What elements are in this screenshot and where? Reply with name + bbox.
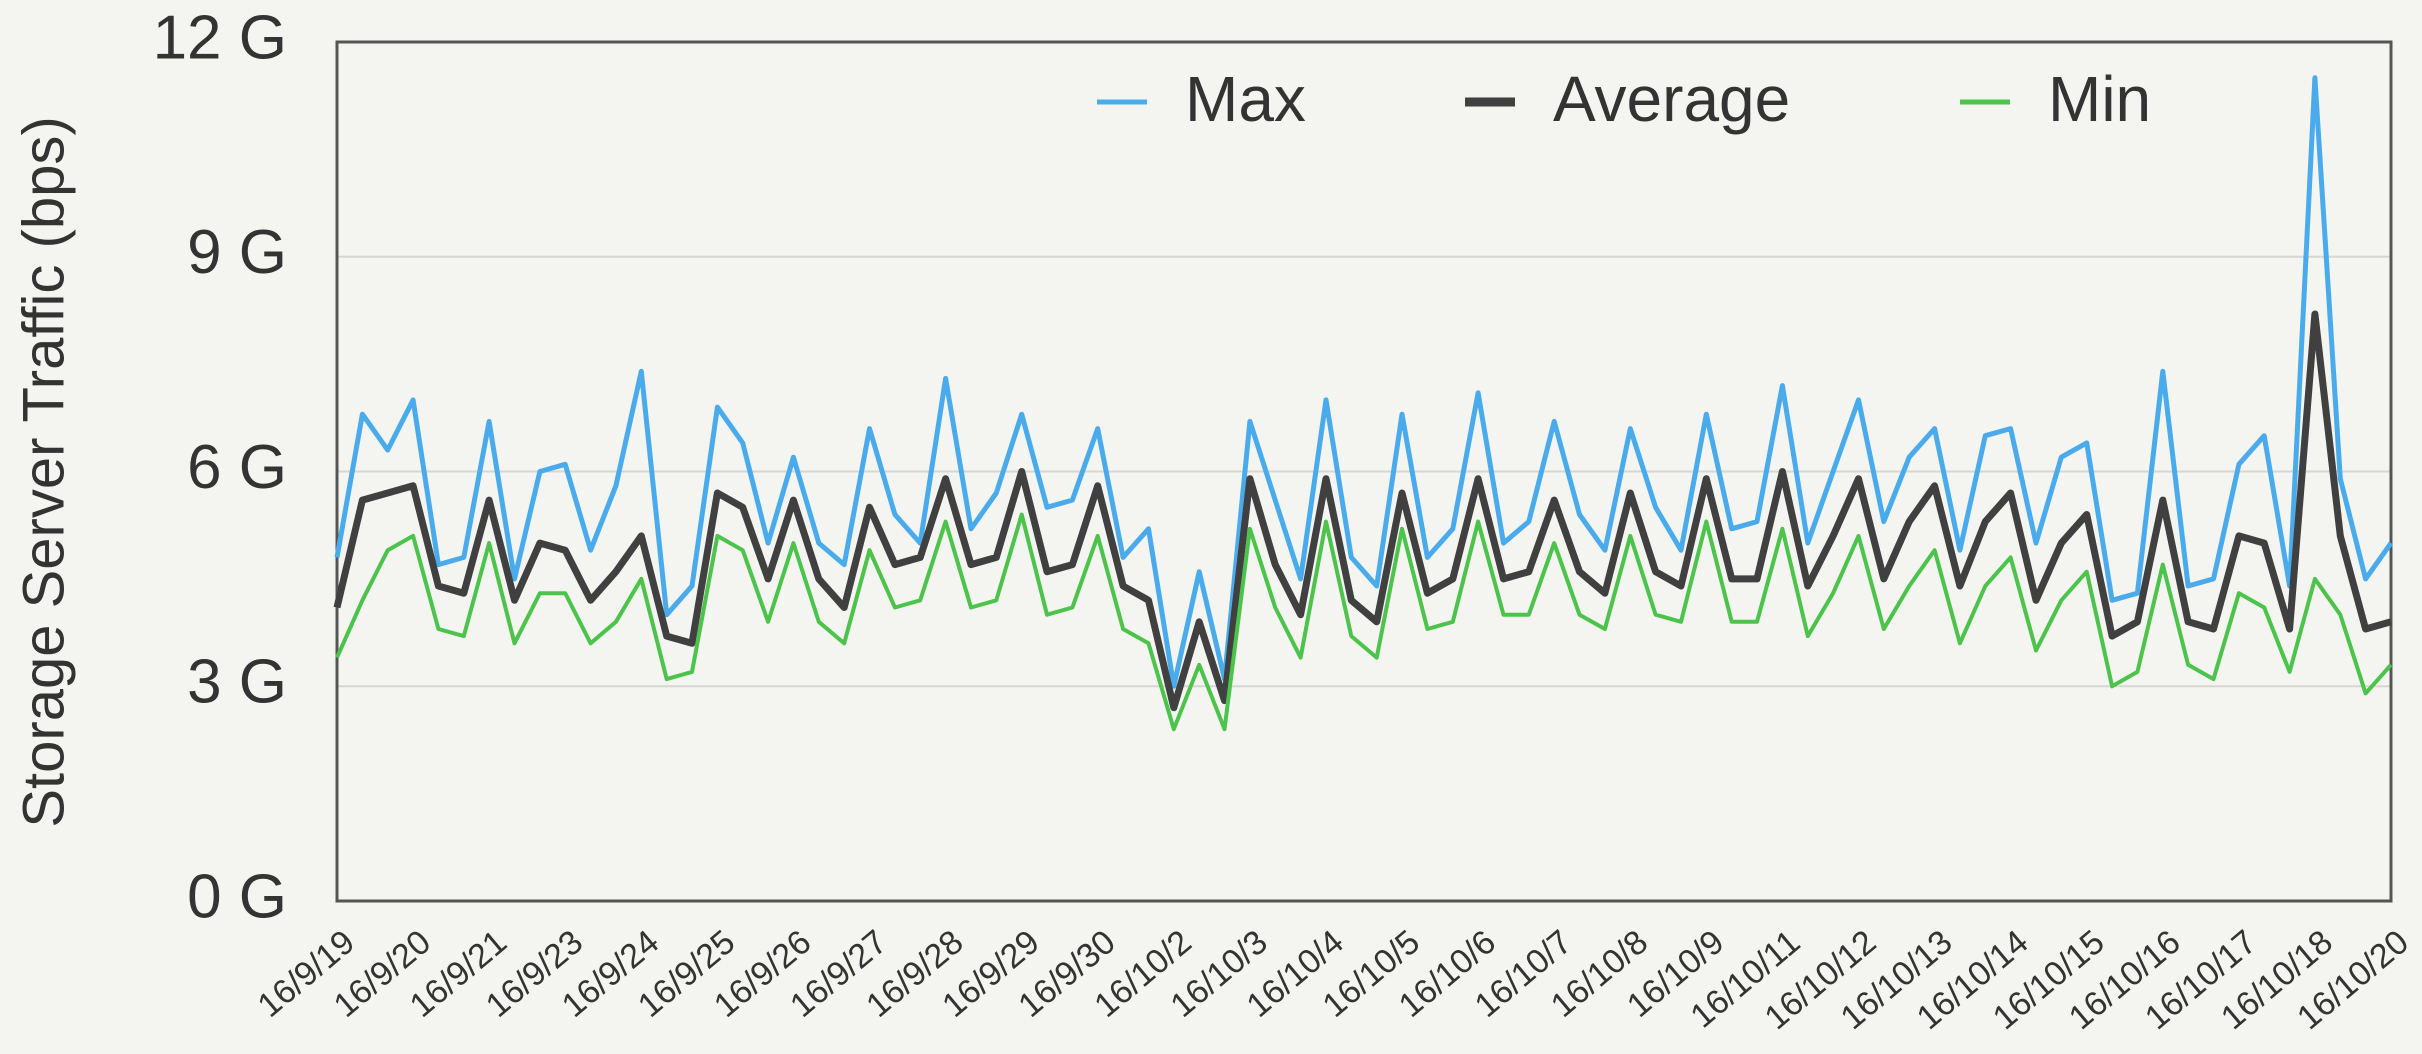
y-axis-label: Storage Server Traffic (bps): [11, 116, 76, 827]
legend-label: Average: [1553, 63, 1790, 135]
series-line: [334, 75, 2394, 689]
y-tick-label: 6 G: [187, 433, 287, 502]
series-line: [335, 512, 2393, 732]
legend-label: Max: [1185, 63, 1306, 135]
y-tick-label: 9 G: [187, 218, 287, 287]
plot-border: [335, 40, 2393, 903]
y-tick-label: 12 G: [153, 3, 287, 72]
y-tick-label: 0 G: [187, 862, 287, 931]
y-tick-label: 3 G: [187, 648, 287, 717]
legend-label: Min: [2048, 63, 2151, 135]
series-line: [333, 310, 2392, 712]
